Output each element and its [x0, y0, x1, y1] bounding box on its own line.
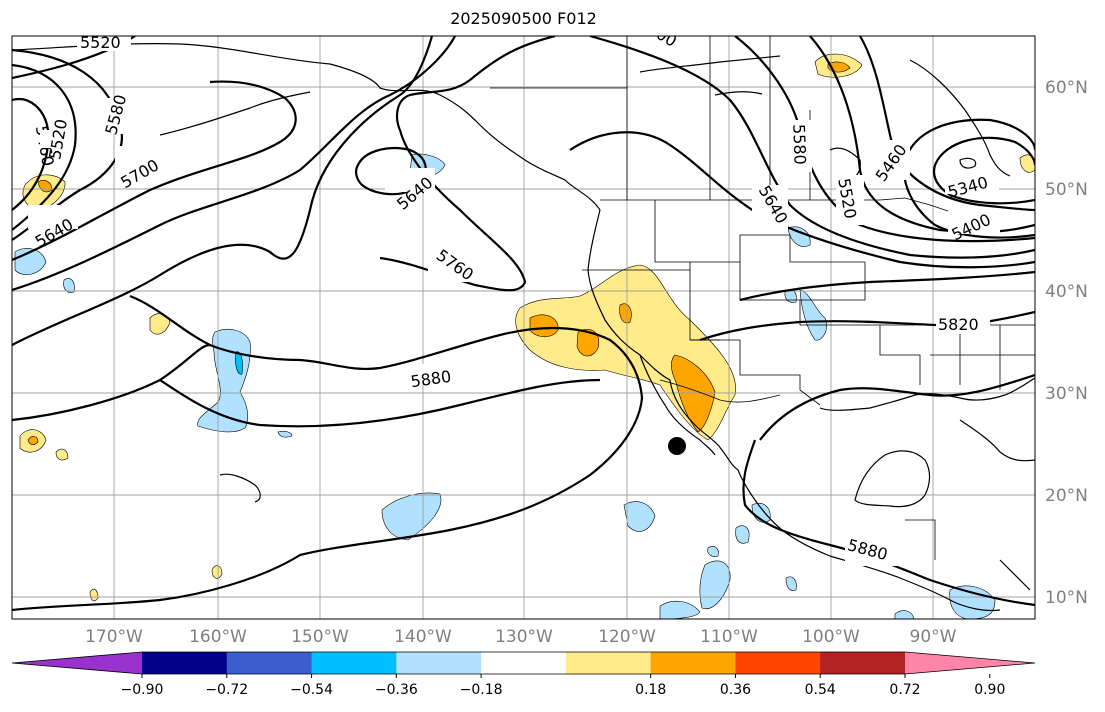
- colorbar-segments: [11, 651, 1036, 675]
- lat-label: 50°N: [1045, 180, 1088, 200]
- alaska-coast: [12, 43, 601, 211]
- lat-label: 60°N: [1045, 78, 1088, 98]
- lon-label: 160°W: [189, 627, 247, 647]
- colorbar-bin: [481, 652, 567, 674]
- colorbar-bin: [311, 652, 397, 674]
- contour-5640-east: [589, 36, 1035, 259]
- longitude-labels: 170°W 160°W 150°W 140°W 130°W 120°W 110°…: [85, 627, 957, 647]
- contour-labels: 5520 5460 5520 5580 5700 5640 5640 5760 …: [16, 33, 1000, 566]
- contour-5400: [902, 118, 1035, 239]
- colorbar-bin: [735, 652, 821, 674]
- contour-5880: [12, 294, 644, 612]
- aleutian-chain: [159, 91, 311, 136]
- colorbar-tick-label: −0.54: [290, 682, 333, 698]
- latitude-labels: 60°N 50°N 40°N 30°N 20°N 10°N: [1045, 78, 1088, 608]
- hudson-bay: [909, 59, 1011, 177]
- lon-label: 150°W: [291, 627, 349, 647]
- contour-5340: [932, 136, 1035, 205]
- colorbar-bin: [142, 652, 228, 674]
- colorbar-tick-label: −0.18: [460, 682, 503, 698]
- colorbar-tick-label: 0.36: [720, 682, 751, 698]
- map-title: 2025090500 F012: [450, 9, 597, 28]
- lon-label: 170°W: [85, 627, 143, 647]
- contour-label: 5520: [80, 33, 121, 52]
- baja-california: [639, 354, 716, 456]
- colorbar: −0.90 −0.72 −0.54 −0.36 −0.18 0.18 0.36 0.54 0.7…: [11, 651, 1036, 698]
- contour-5880-east: [759, 373, 1035, 441]
- contour-5520-west-inner: [12, 63, 77, 231]
- lon-label: 110°W: [700, 627, 758, 647]
- lon-label: 90°W: [910, 627, 957, 647]
- colorbar-tick-label: 0.18: [635, 682, 666, 698]
- west-coast: [587, 209, 1001, 612]
- positive-anomaly-core-3: [619, 303, 632, 324]
- contour-5460-east: [859, 36, 1035, 212]
- colorbar-bin: [650, 652, 736, 674]
- lat-label: 10°N: [1045, 588, 1088, 608]
- colorbar-bin: [820, 652, 906, 674]
- colorbar-bin: [565, 652, 652, 674]
- colorbar-tick-label: 0.54: [805, 682, 836, 698]
- contour-5760-east: [739, 270, 1035, 302]
- coastlines: [12, 43, 1035, 612]
- colorbar-extend-low: [12, 652, 142, 674]
- location-marker: [668, 437, 686, 455]
- colorbar-tick-label: −0.72: [205, 682, 248, 698]
- lon-label: 130°W: [495, 627, 553, 647]
- colorbar-extend-high: [905, 652, 1035, 674]
- colorbar-tick-label: −0.36: [375, 682, 418, 698]
- contour-label: 5580: [789, 124, 809, 165]
- lon-label: 100°W: [802, 627, 860, 647]
- arctic-islands: [639, 55, 781, 73]
- positive-anomaly-core-1: [529, 314, 559, 338]
- lon-label: 140°W: [394, 627, 452, 647]
- florida-cuba: [959, 419, 1035, 462]
- colorbar-tick-label: 0.90: [974, 682, 1005, 698]
- positive-anomaly-core-2: [576, 328, 600, 357]
- lat-label: 20°N: [1045, 486, 1088, 506]
- contour-5640-west: [12, 80, 297, 262]
- map-panel: 5520 5460 5520 5580 5700 5640 5640 5760 …: [12, 33, 1035, 619]
- lat-label: 30°N: [1045, 384, 1088, 404]
- colorbar-bin: [226, 652, 313, 674]
- colorbar-tick-label: −0.90: [121, 682, 164, 698]
- positive-anomaly-core-4: [671, 354, 716, 433]
- colorbar-tick-label: 0.72: [889, 682, 920, 698]
- contour-5700-west: [12, 36, 456, 292]
- contour-label: 5820: [938, 315, 979, 334]
- lat-label: 40°N: [1045, 282, 1088, 302]
- gulf-coast: [819, 377, 1035, 411]
- contour-5580-east: [734, 36, 1035, 243]
- contour-5760: [12, 36, 434, 346]
- map-frame: [11, 35, 1036, 620]
- lon-label: 120°W: [598, 627, 656, 647]
- yucatan: [854, 450, 931, 508]
- colorbar-ticks: −0.90 −0.72 −0.54 −0.36 −0.18 0.18 0.36 0.54 0.7…: [121, 674, 1005, 698]
- colorbar-bin: [396, 652, 482, 674]
